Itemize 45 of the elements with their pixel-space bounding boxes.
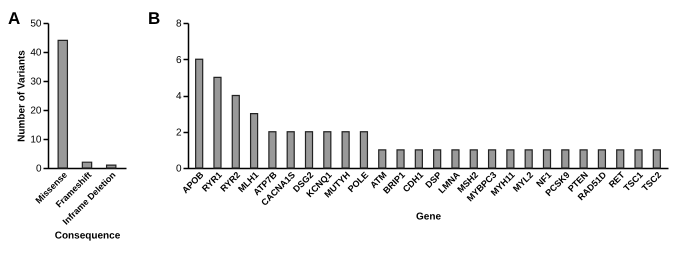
y-tick-label: 0 [36, 164, 42, 174]
y-tick-label: 20 [30, 106, 42, 116]
x-axis-title: Consequence [54, 230, 121, 242]
y-tick-label: 6 [176, 54, 182, 66]
y-tick-label: 30 [30, 76, 42, 88]
y-tick-label: 40 [30, 48, 42, 58]
bar [652, 149, 661, 169]
bar [82, 162, 92, 169]
bar [195, 58, 204, 169]
bar [213, 76, 222, 169]
y-tick-label: 0 [176, 164, 182, 174]
bar [286, 131, 295, 169]
bar [232, 94, 240, 169]
bar [579, 149, 588, 169]
bar [451, 149, 460, 169]
bar [378, 149, 386, 169]
y-tick-label: 8 [176, 18, 182, 30]
bar [488, 149, 496, 169]
y-tick-label: 4 [176, 91, 182, 102]
x-axis-title: Gene [416, 212, 442, 223]
bar [598, 149, 606, 169]
bar [360, 131, 368, 169]
bar [250, 113, 258, 169]
bar [561, 149, 570, 169]
bar [470, 149, 478, 169]
bar [58, 40, 68, 169]
bar [433, 149, 442, 169]
bar [616, 149, 624, 169]
bar [414, 149, 423, 169]
bar [396, 149, 405, 169]
y-axis-title: Number of Variants [16, 50, 28, 142]
y-tick-label: 10 [30, 134, 42, 146]
y-tick-label: 2 [176, 127, 182, 138]
bar [268, 131, 277, 169]
bar [542, 149, 552, 169]
chart-title: A [8, 9, 20, 28]
bar [524, 149, 533, 169]
bar [342, 131, 350, 169]
bar [323, 131, 332, 169]
bar [634, 149, 643, 169]
bar [506, 149, 514, 169]
bar [304, 131, 314, 169]
bar [106, 164, 116, 169]
chart-title: B [148, 9, 160, 28]
y-tick-label: 50 [30, 18, 42, 30]
